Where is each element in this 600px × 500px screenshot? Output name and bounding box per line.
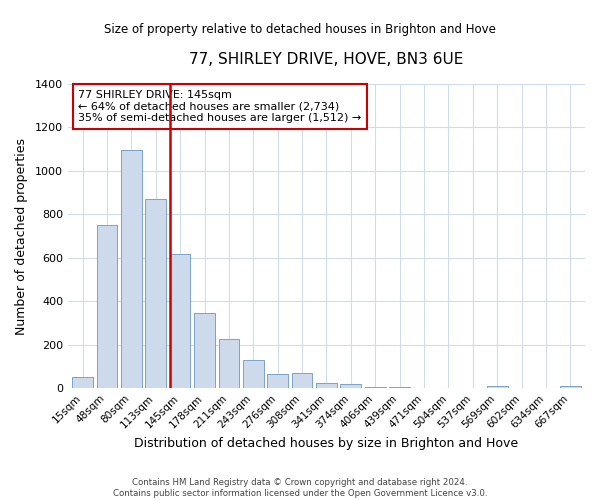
Bar [97,226,118,388]
Bar [218,339,239,388]
Bar [170,254,190,388]
Bar [194,314,215,388]
Bar [145,199,166,388]
Text: Contains HM Land Registry data © Crown copyright and database right 2024.
Contai: Contains HM Land Registry data © Crown c… [113,478,487,498]
Bar [487,386,508,388]
Text: Size of property relative to detached houses in Brighton and Hove: Size of property relative to detached ho… [104,22,496,36]
Y-axis label: Number of detached properties: Number of detached properties [15,138,28,334]
Title: 77, SHIRLEY DRIVE, HOVE, BN3 6UE: 77, SHIRLEY DRIVE, HOVE, BN3 6UE [189,52,464,68]
Bar [268,374,288,388]
Bar [243,360,263,388]
Bar [72,378,93,388]
Bar [389,387,410,388]
Bar [292,373,313,388]
Bar [560,386,581,388]
Text: 77 SHIRLEY DRIVE: 145sqm
← 64% of detached houses are smaller (2,734)
35% of sem: 77 SHIRLEY DRIVE: 145sqm ← 64% of detach… [78,90,362,123]
Bar [121,150,142,388]
Bar [340,384,361,388]
Bar [365,386,386,388]
Bar [316,383,337,388]
X-axis label: Distribution of detached houses by size in Brighton and Hove: Distribution of detached houses by size … [134,437,518,450]
